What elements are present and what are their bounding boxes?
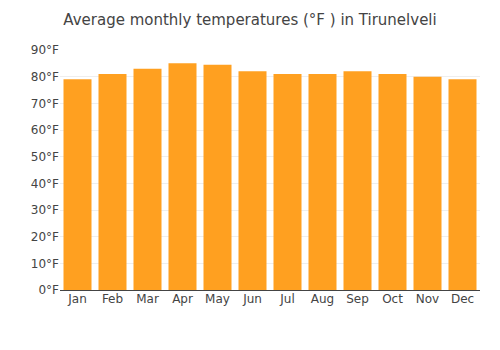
svg-text:Dec: Dec [451,292,474,306]
svg-text:Mar: Mar [136,292,159,306]
svg-text:0°F: 0°F [38,283,59,297]
svg-text:50°F: 50°F [31,150,59,164]
svg-text:Nov: Nov [416,292,439,306]
svg-text:Apr: Apr [172,292,193,306]
svg-text:Jul: Jul [279,292,294,306]
svg-text:Jan: Jan [67,292,87,306]
svg-text:Sep: Sep [346,292,369,306]
svg-text:90°F: 90°F [31,43,59,57]
svg-text:Aug: Aug [311,292,334,306]
svg-text:40°F: 40°F [31,177,59,191]
svg-text:70°F: 70°F [31,97,59,111]
svg-text:Oct: Oct [382,292,403,306]
svg-text:30°F: 30°F [31,203,59,217]
svg-text:May: May [205,292,230,306]
svg-text:80°F: 80°F [31,70,59,84]
svg-text:Jun: Jun [242,292,262,306]
svg-text:Average monthly temperatures (: Average monthly temperatures (°F ) in Ti… [63,11,436,29]
svg-text:20°F: 20°F [31,230,59,244]
svg-text:10°F: 10°F [31,257,59,271]
svg-text:Feb: Feb [102,292,123,306]
svg-text:60°F: 60°F [31,123,59,137]
